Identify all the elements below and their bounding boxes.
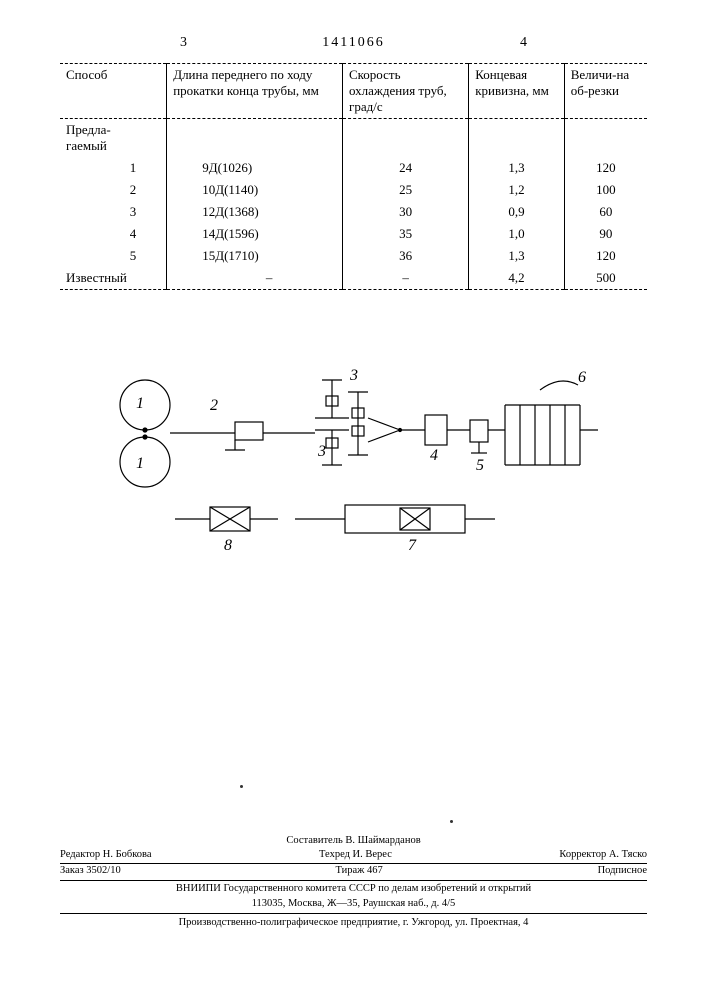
cell-curv: 1,3 — [469, 245, 565, 267]
subscribe: Подписное — [598, 864, 647, 878]
cell-curv: 1,3 — [469, 157, 565, 179]
cell-trim: 90 — [564, 223, 647, 245]
label-5: 5 — [476, 457, 484, 474]
cell-trim: 100 — [564, 179, 647, 201]
cell-curv: 1,2 — [469, 179, 565, 201]
order: Заказ 3502/10 — [60, 864, 121, 878]
page-header: 3 1411066 4 — [60, 35, 647, 57]
cell-curv: 0,9 — [469, 201, 565, 223]
diagram-svg: 1 1 2 — [100, 350, 620, 560]
cell-len: 10Д(1140) — [167, 179, 343, 201]
press-line: Производственно-полиграфическое предприя… — [60, 913, 647, 930]
table-header-row: Способ Длина переднего по ходу прокатки … — [60, 64, 647, 119]
table-row: 5 15Д(1710) 36 1,3 120 — [60, 245, 647, 267]
cell-n: 3 — [60, 201, 167, 223]
cell-speed: 36 — [342, 245, 468, 267]
table-row: 4 14Д(1596) 35 1,0 90 — [60, 223, 647, 245]
cell-trim: 60 — [564, 201, 647, 223]
process-diagram: 1 1 2 — [100, 350, 647, 565]
col-length: Длина переднего по ходу прокатки конца т… — [167, 64, 343, 119]
label-3b: 3 — [317, 443, 326, 460]
cell-trim: 120 — [564, 157, 647, 179]
cell-len: 14Д(1596) — [167, 223, 343, 245]
table-row: 2 10Д(1140) 25 1,2 100 — [60, 179, 647, 201]
label-1b: 1 — [136, 455, 144, 472]
cell-trim: 500 — [564, 267, 647, 290]
label-6: 6 — [578, 369, 586, 386]
col-curv: Концевая кривизна, мм — [469, 64, 565, 119]
cell-len: 9Д(1026) — [167, 157, 343, 179]
cell-speed: – — [342, 267, 468, 290]
cell-n: 2 — [60, 179, 167, 201]
patent-number: 1411066 — [322, 35, 384, 51]
cell-curv: 4,2 — [469, 267, 565, 290]
table-row-known: Известный – – 4,2 500 — [60, 267, 647, 290]
cell-len: – — [167, 267, 343, 290]
imprint-footer: Составитель В. Шаймарданов Редактор Н. Б… — [60, 834, 647, 930]
label-4: 4 — [430, 447, 438, 464]
cell-n: 1 — [60, 157, 167, 179]
col-speed: Скорость охлаждения труб, град/с — [342, 64, 468, 119]
page-num-left: 3 — [180, 35, 187, 51]
tirazh: Тираж 467 — [335, 864, 382, 878]
scan-dot — [240, 785, 243, 788]
group-proposed: Предла-гаемый — [60, 119, 167, 158]
cell-len: 12Д(1368) — [167, 201, 343, 223]
scan-dot — [450, 820, 453, 823]
group-label-row: Предла-гаемый — [60, 119, 647, 158]
editor: Редактор Н. Бобкова — [60, 848, 152, 862]
label-1: 1 — [136, 395, 144, 412]
col-trim: Величи-на об-резки — [564, 64, 647, 119]
label-7: 7 — [408, 537, 417, 554]
label-3a: 3 — [349, 367, 358, 384]
col-method: Способ — [60, 64, 167, 119]
label-2: 2 — [210, 397, 218, 414]
results-table: Способ Длина переднего по ходу прокатки … — [60, 63, 647, 290]
table-row: 3 12Д(1368) 30 0,9 60 — [60, 201, 647, 223]
cell-speed: 35 — [342, 223, 468, 245]
address-line: 113035, Москва, Ж—35, Раушская наб., д. … — [60, 897, 647, 911]
org-line: ВНИИПИ Государственного комитета СССР по… — [60, 882, 647, 896]
compiler-line: Составитель В. Шаймарданов — [60, 834, 647, 848]
tech-editor: Техред И. Верес — [319, 848, 392, 862]
cell-speed: 30 — [342, 201, 468, 223]
cell-trim: 120 — [564, 245, 647, 267]
table-row: 1 9Д(1026) 24 1,3 120 — [60, 157, 647, 179]
cell-curv: 1,0 — [469, 223, 565, 245]
page-num-right: 4 — [520, 35, 527, 51]
cell-speed: 24 — [342, 157, 468, 179]
cell-known-label: Известный — [60, 267, 167, 290]
cell-n: 5 — [60, 245, 167, 267]
cell-len: 15Д(1710) — [167, 245, 343, 267]
corrector: Корректор А. Тяско — [559, 848, 647, 862]
label-8: 8 — [224, 537, 232, 554]
cell-speed: 25 — [342, 179, 468, 201]
cell-n: 4 — [60, 223, 167, 245]
